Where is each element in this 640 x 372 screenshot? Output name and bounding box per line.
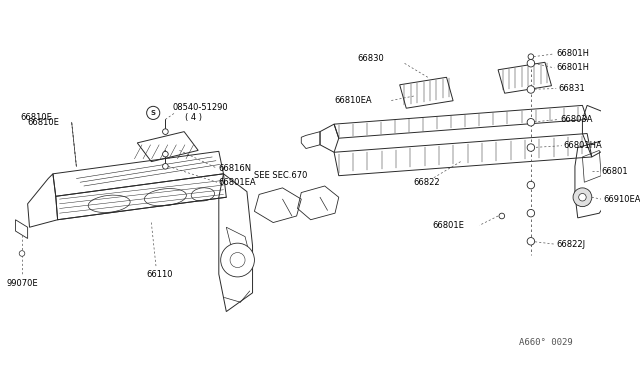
- Circle shape: [147, 106, 160, 119]
- Circle shape: [527, 209, 534, 217]
- Text: 66803A: 66803A: [561, 115, 593, 124]
- Circle shape: [163, 164, 168, 169]
- Text: 99070E: 99070E: [6, 279, 38, 288]
- Text: 66910EA: 66910EA: [603, 195, 640, 203]
- Text: 66810E: 66810E: [20, 113, 52, 122]
- Circle shape: [499, 213, 505, 219]
- Circle shape: [527, 238, 534, 245]
- Text: 66822J: 66822J: [556, 240, 586, 248]
- Circle shape: [221, 243, 255, 277]
- Text: 66822: 66822: [413, 178, 440, 187]
- Circle shape: [527, 181, 534, 189]
- Text: 66110: 66110: [147, 270, 173, 279]
- Text: 66801EA: 66801EA: [219, 178, 257, 187]
- Text: 66831: 66831: [558, 84, 585, 93]
- Circle shape: [527, 86, 534, 93]
- Text: 66816N: 66816N: [219, 164, 252, 173]
- Text: 66810E: 66810E: [28, 118, 60, 127]
- Circle shape: [527, 119, 534, 126]
- Circle shape: [579, 193, 586, 201]
- Circle shape: [163, 151, 168, 157]
- Text: SEE SEC.670: SEE SEC.670: [255, 171, 308, 180]
- Circle shape: [19, 251, 25, 256]
- Circle shape: [527, 60, 534, 67]
- Text: 66810EA: 66810EA: [334, 96, 372, 105]
- Text: 66801E: 66801E: [433, 221, 465, 230]
- Circle shape: [527, 144, 534, 151]
- Text: A660° 0029: A660° 0029: [519, 338, 573, 347]
- Text: ( 4 ): ( 4 ): [185, 113, 202, 122]
- Text: S: S: [150, 110, 156, 116]
- Text: 66801H: 66801H: [556, 49, 589, 58]
- Circle shape: [528, 54, 534, 60]
- Circle shape: [573, 188, 592, 206]
- Circle shape: [163, 129, 168, 134]
- Text: 66801H: 66801H: [556, 63, 589, 73]
- Text: 66801HA: 66801HA: [564, 141, 602, 150]
- Text: 08540-51290: 08540-51290: [173, 103, 228, 112]
- Text: 66830: 66830: [358, 54, 384, 63]
- Text: 66801: 66801: [601, 167, 628, 176]
